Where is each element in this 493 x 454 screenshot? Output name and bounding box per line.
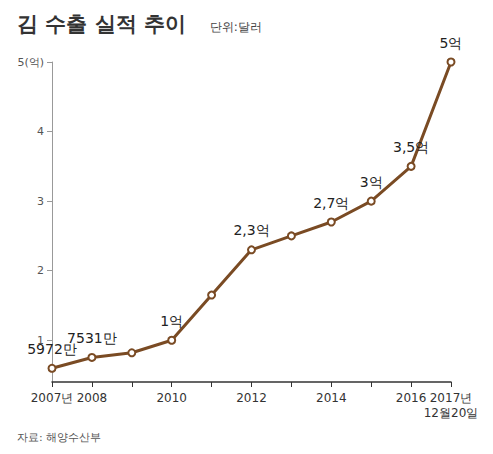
svg-text:3,5억: 3,5억 xyxy=(393,139,429,155)
svg-text:2,7억: 2,7억 xyxy=(313,195,349,211)
svg-text:2012: 2012 xyxy=(236,391,267,405)
svg-text:5(억): 5(억) xyxy=(17,56,44,69)
svg-text:2016: 2016 xyxy=(396,391,427,405)
svg-text:3: 3 xyxy=(37,195,44,208)
svg-text:김 수출 실적 추이: 김 수출 실적 추이 xyxy=(17,12,186,36)
svg-text:4: 4 xyxy=(37,125,44,138)
svg-text:2014: 2014 xyxy=(316,391,347,405)
svg-text:자료: 해양수산부: 자료: 해양수산부 xyxy=(17,431,101,444)
svg-text:2007년: 2007년 xyxy=(31,391,74,405)
svg-text:2017년: 2017년 xyxy=(430,391,473,405)
svg-text:3억: 3억 xyxy=(360,174,383,190)
svg-text:단위:달러: 단위:달러 xyxy=(210,20,262,34)
svg-text:5972만: 5972만 xyxy=(27,340,77,357)
svg-text:2,3억: 2,3억 xyxy=(233,222,269,238)
svg-text:1억: 1억 xyxy=(160,313,183,329)
svg-text:2008: 2008 xyxy=(77,391,108,405)
svg-text:12월20일: 12월20일 xyxy=(424,406,479,420)
svg-text:5억: 5억 xyxy=(440,35,463,51)
svg-text:2010: 2010 xyxy=(156,391,187,405)
svg-text:2: 2 xyxy=(37,264,44,277)
svg-text:7531만: 7531만 xyxy=(67,330,117,346)
